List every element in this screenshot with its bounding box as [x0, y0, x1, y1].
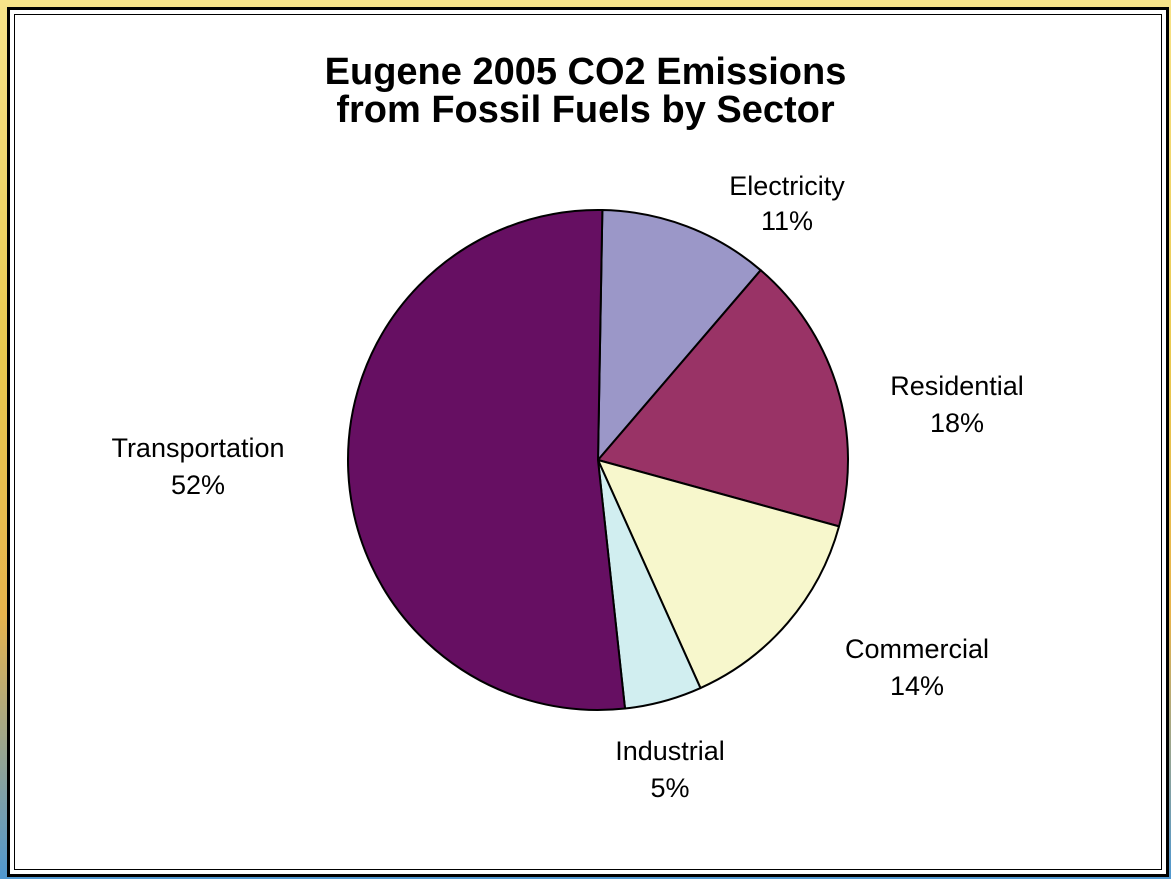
chart-title-line-2: from Fossil Fuels by Sector: [336, 89, 835, 131]
pie-slice-electricity: [597, 209, 762, 461]
slice-label-industrial: Industrial: [615, 736, 725, 766]
chart-frame-inner-border: [14, 14, 1162, 870]
slice-value-transportation: 52%: [171, 470, 225, 500]
pie-slices: [347, 209, 849, 712]
slice-value-commercial: 14%: [890, 671, 944, 701]
slice-value-residential: 18%: [930, 408, 984, 438]
slice-label-commercial: Commercial: [845, 634, 989, 664]
slice-label-electricity: Electricity: [729, 171, 845, 201]
slice-value-industrial: 5%: [650, 773, 689, 803]
slice-label-transportation: Transportation: [111, 433, 284, 463]
pie-slice-commercial: [597, 459, 841, 690]
chart-title: Eugene 2005 CO2 Emissions from Fossil Fu…: [0, 53, 1171, 129]
pie-slice-transportation: [347, 209, 626, 712]
slice-value-electricity: 11%: [761, 206, 813, 236]
slice-label-residential: Residential: [890, 371, 1024, 401]
chart-title-line-1: Eugene 2005 CO2 Emissions: [324, 51, 847, 93]
pie-slice-residential: [597, 269, 849, 528]
pie-labels: Electricity 11% Residential 18% Commerci…: [111, 171, 1023, 803]
